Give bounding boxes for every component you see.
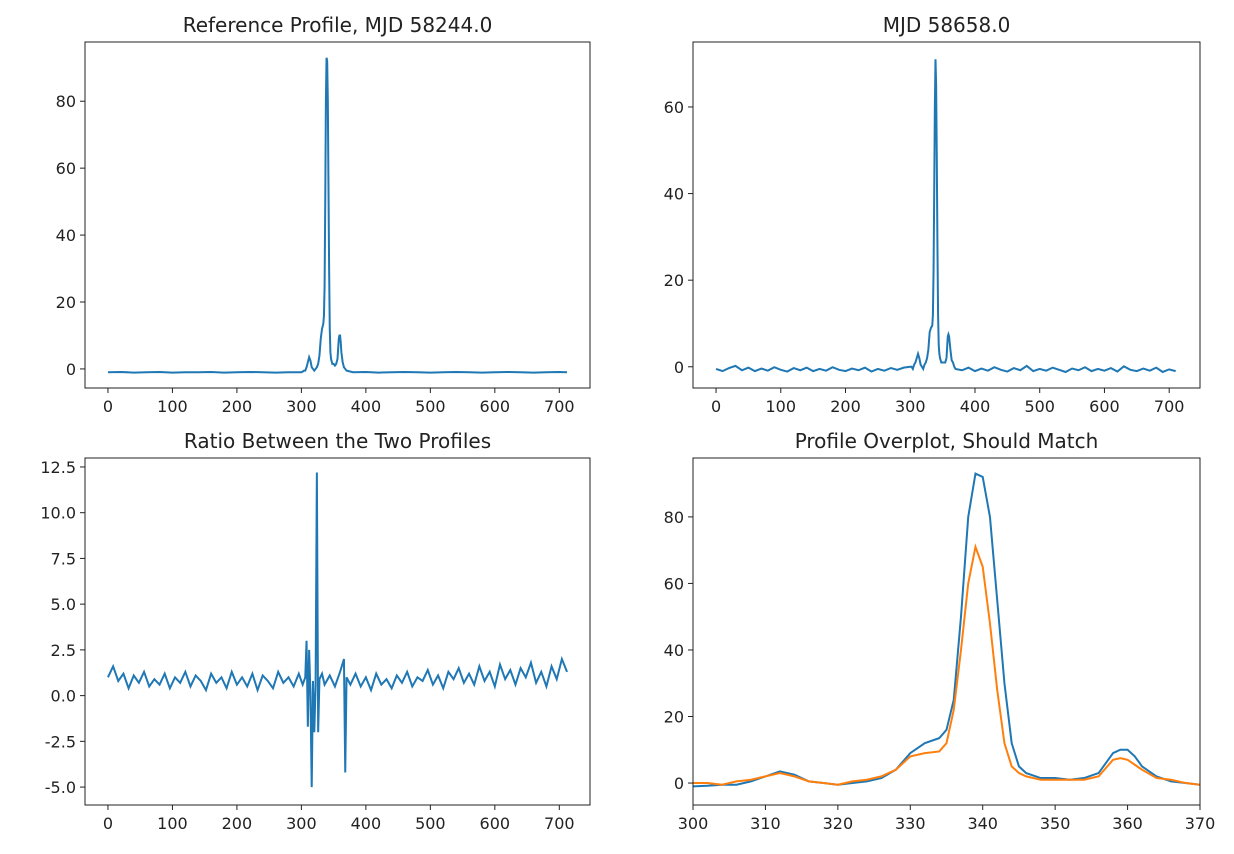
x-tick-label: 600 (1089, 397, 1120, 416)
axes-frame (692, 41, 1201, 389)
x-tick-label: 200 (222, 397, 253, 416)
x-tick-label: 200 (830, 397, 861, 416)
x-tick-label: 0 (103, 814, 113, 833)
y-tick-label: 20 (664, 708, 684, 727)
chart-title: Reference Profile, MJD 58244.0 (183, 13, 493, 37)
x-tick-label: 320 (823, 814, 854, 833)
x-tick-label: 340 (967, 814, 998, 833)
x-tick-label: 330 (895, 814, 926, 833)
chart-title: Profile Overplot, Should Match (795, 429, 1099, 453)
x-tick-label: 370 (1185, 814, 1216, 833)
y-tick-label: 0 (674, 358, 684, 377)
data-line (693, 472, 1200, 788)
x-tick-label: 100 (766, 397, 797, 416)
data-line (715, 59, 1176, 374)
x-tick-label: 300 (286, 397, 317, 416)
x-tick-label: 400 (960, 397, 991, 416)
y-tick-label: -2.5 (45, 732, 76, 751)
data-line (107, 57, 568, 374)
y-tick-label: 40 (664, 641, 684, 660)
x-tick-label: 0 (711, 397, 721, 416)
y-tick-label: 40 (664, 185, 684, 204)
chart-title: MJD 58658.0 (883, 13, 1011, 37)
x-tick-label: 310 (750, 814, 781, 833)
x-tick-label: 600 (480, 814, 511, 833)
y-tick-label: 60 (664, 98, 684, 117)
y-tick-label: 2.5 (51, 641, 76, 660)
x-tick-label: 100 (157, 397, 188, 416)
chart-title: Ratio Between the Two Profiles (184, 429, 491, 453)
x-tick-label: 500 (1024, 397, 1055, 416)
axes-frame (84, 41, 591, 389)
x-tick-label: 300 (895, 397, 926, 416)
x-tick-label: 400 (351, 814, 382, 833)
y-tick-label: 10.0 (40, 504, 76, 523)
y-tick-label: 0 (674, 774, 684, 793)
x-tick-label: 500 (415, 397, 446, 416)
x-tick-label: 300 (678, 814, 709, 833)
y-tick-label: 60 (56, 159, 76, 178)
y-tick-label: 80 (664, 508, 684, 527)
y-tick-label: 80 (56, 92, 76, 111)
x-tick-label: 500 (415, 814, 446, 833)
y-tick-label: 20 (664, 271, 684, 290)
x-tick-label: 700 (544, 397, 575, 416)
y-tick-label: 20 (56, 293, 76, 312)
y-tick-label: 0.0 (51, 687, 76, 706)
x-tick-label: 350 (1040, 814, 1071, 833)
y-tick-label: 5.0 (51, 595, 76, 614)
y-tick-label: -5.0 (45, 778, 76, 797)
y-tick-label: 60 (664, 574, 684, 593)
x-tick-label: 600 (480, 397, 511, 416)
axes-frame (84, 457, 591, 806)
x-tick-label: 360 (1112, 814, 1143, 833)
x-tick-label: 200 (222, 814, 253, 833)
x-tick-label: 700 (544, 814, 575, 833)
axes-frame (692, 457, 1201, 806)
y-tick-label: 40 (56, 226, 76, 245)
y-tick-label: 0 (66, 360, 76, 379)
data-line (107, 472, 568, 788)
y-tick-label: 12.5 (40, 458, 76, 477)
x-tick-label: 0 (103, 397, 113, 416)
y-tick-label: 7.5 (51, 549, 76, 568)
x-tick-label: 700 (1154, 397, 1185, 416)
x-tick-label: 400 (351, 397, 382, 416)
x-tick-label: 100 (157, 814, 188, 833)
data-line (693, 543, 1200, 786)
x-tick-label: 300 (286, 814, 317, 833)
